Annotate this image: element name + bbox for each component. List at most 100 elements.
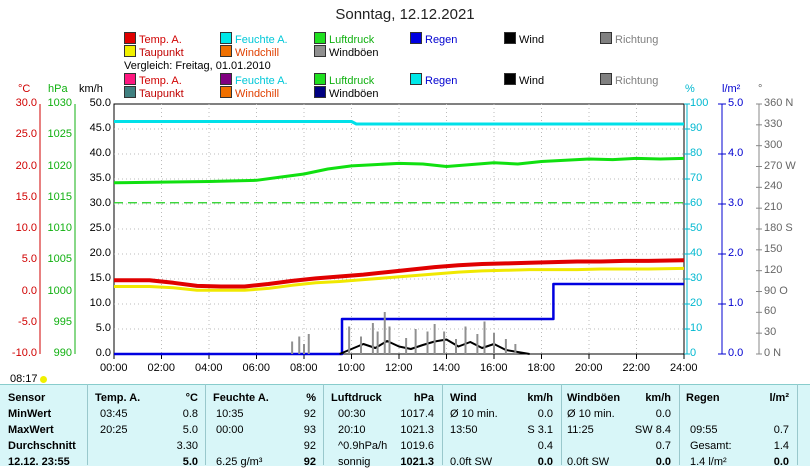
rain-tick-label: 3.0 xyxy=(728,197,744,209)
table-cell: 0.0 xyxy=(655,408,671,420)
kmh-tick-label: 15.0 xyxy=(89,272,111,284)
table-cell: 0.0 xyxy=(655,456,671,468)
table-cell: 92 xyxy=(303,440,316,452)
time-tick-label: 08:00 xyxy=(290,362,318,374)
table-cell: 20:10 xyxy=(338,424,366,436)
col-unit: % xyxy=(306,392,316,404)
time-tick-label: 12:00 xyxy=(385,362,413,374)
deg-tick-label: 210 xyxy=(764,201,783,214)
table-cell: 0.7 xyxy=(773,424,789,436)
table-divider xyxy=(87,384,88,465)
pct-tick-label: 50 xyxy=(690,222,703,234)
table-divider xyxy=(323,384,324,465)
row-label: MaxWert xyxy=(8,424,54,436)
table-cell: Ø 10 min. xyxy=(567,408,615,420)
legend-label: Richtung xyxy=(615,34,659,46)
legend-item: Taupunkt xyxy=(124,45,184,59)
legend-swatch xyxy=(314,73,326,85)
table-cell: 11:25 xyxy=(567,424,594,436)
deg-tick-label: 330 xyxy=(764,117,783,130)
table-cell: 09:55 xyxy=(690,424,718,436)
table-cell: 5.0 xyxy=(182,424,198,436)
legend-item: Feuchte A. xyxy=(220,73,288,87)
deg-tick-label: 180 S xyxy=(764,222,793,234)
deg-tick-label: 90 O xyxy=(764,284,788,297)
kmh-tick-label: 35.0 xyxy=(89,172,111,184)
table-divider xyxy=(679,384,680,465)
table-cell: 00:30 xyxy=(338,408,366,420)
time-tick-label: 06:00 xyxy=(242,362,271,374)
table-cell: 13:50 xyxy=(450,424,478,436)
temp-tick-label: 15.0 xyxy=(15,190,37,203)
legend-item: Luftdruck xyxy=(314,32,374,46)
temp-tick-label: 20.0 xyxy=(15,159,37,172)
row-label: Durchschnitt xyxy=(8,440,76,452)
legend-swatch xyxy=(220,32,232,44)
table-cell: 0.8 xyxy=(182,408,198,420)
legend-item: Windchill xyxy=(220,45,279,59)
table-cell: 3.30 xyxy=(176,440,198,452)
kmh-unit: km/h xyxy=(79,83,103,95)
kmh-tick-label: 25.0 xyxy=(89,222,111,234)
legend-label: Windchill xyxy=(235,88,280,100)
deg-tick-label: 30 xyxy=(764,326,777,339)
temp-unit: °C xyxy=(18,83,31,95)
legend-label: Richtung xyxy=(615,75,659,87)
legend-label: Temp. A. xyxy=(139,34,182,46)
legend-swatch xyxy=(410,73,422,85)
legend-item: Regen xyxy=(410,73,457,87)
legend-item: Taupunkt xyxy=(124,86,184,100)
legend-item: Temp. A. xyxy=(124,73,182,87)
table-cell: 1019.6 xyxy=(400,440,434,452)
legend-label: Temp. A. xyxy=(139,75,182,87)
series-line-luftdruck xyxy=(113,156,685,185)
row-label: 12.12. 23:55 xyxy=(8,456,70,468)
col-header: Feuchte A. xyxy=(213,392,269,404)
col-header: Sensor xyxy=(8,392,46,404)
table-cell: 1.4 l/m² xyxy=(690,456,727,468)
legend-swatch xyxy=(314,45,326,57)
table-cell: 1017.4 xyxy=(400,408,434,420)
table-cell: 0.0ft SW xyxy=(450,456,493,468)
temp-tick-label: 0.0 xyxy=(21,284,37,297)
rain-tick-label: 1.0 xyxy=(728,297,744,309)
hpa-tick-label: 1015 xyxy=(47,190,72,203)
kmh-tick-label: 10.0 xyxy=(89,297,111,309)
legend-item: Richtung xyxy=(600,73,658,87)
series-line-taupunkt xyxy=(114,266,685,292)
time-tick-label: 04:00 xyxy=(195,362,223,374)
kmh-tick-label: 0.0 xyxy=(95,347,111,359)
legend-swatch xyxy=(504,73,516,85)
deg-unit: ° xyxy=(758,83,763,95)
pct-tick-label: 20 xyxy=(690,297,703,309)
table-cell: 0.0ft SW xyxy=(567,456,610,468)
kmh-tick-label: 40.0 xyxy=(89,147,111,159)
col-unit: °C xyxy=(185,392,198,404)
deg-tick-label: 300 xyxy=(764,138,783,151)
table-cell: S 3.1 xyxy=(527,424,553,436)
pct-tick-label: 100 xyxy=(690,97,709,109)
legend-swatch xyxy=(314,32,326,44)
col-unit: km/h xyxy=(645,392,671,404)
chart-title: Sonntag, 12.12.2021 xyxy=(335,6,475,23)
legend-label: Regen xyxy=(425,34,458,46)
hpa-tick-label: 1010 xyxy=(47,222,72,234)
table-cell: SW 8.4 xyxy=(634,424,671,436)
pct-tick-label: 60 xyxy=(690,197,703,209)
legend-swatch xyxy=(124,86,136,98)
col-unit: km/h xyxy=(527,392,553,404)
col-header: Regen xyxy=(686,392,720,404)
col-header: Windböen xyxy=(567,392,621,404)
series-line-feuchte-a- xyxy=(114,120,684,126)
legend-label: Wind xyxy=(519,75,545,87)
table-cell: 1021.3 xyxy=(400,424,434,436)
time-tick-label: 16:00 xyxy=(480,362,508,374)
legend-swatch xyxy=(124,45,136,57)
hpa-tick-label: 990 xyxy=(53,347,72,359)
legend-swatch xyxy=(600,32,612,44)
hpa-tick-label: 1020 xyxy=(47,159,72,172)
table-cell: 93 xyxy=(303,424,316,436)
legend-item: Regen xyxy=(410,32,457,46)
table-cell: sonnig xyxy=(338,456,371,468)
table-cell: Gesamt: xyxy=(690,440,732,452)
